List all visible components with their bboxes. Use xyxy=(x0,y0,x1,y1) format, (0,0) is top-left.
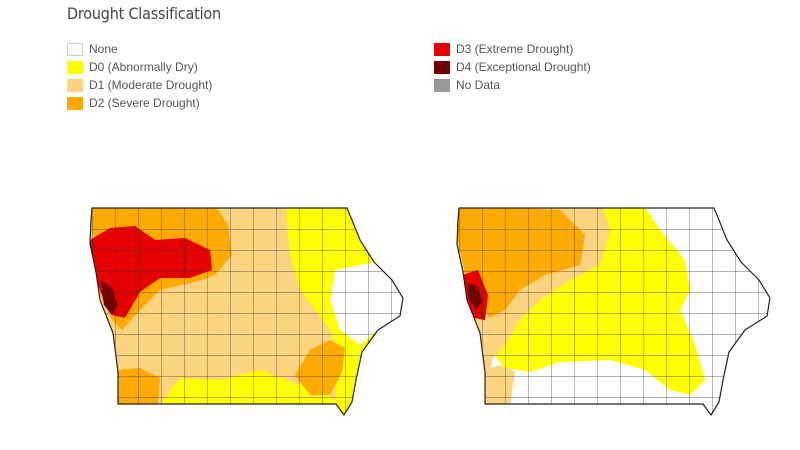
legend-item-d2: D2 (Severe Drought) xyxy=(67,94,212,112)
swatch-d2 xyxy=(67,96,83,110)
right-state-outline xyxy=(456,207,771,417)
legend-label: No Data xyxy=(456,78,501,92)
swatch-nodata xyxy=(434,78,450,92)
legend-item-d1: D1 (Moderate Drought) xyxy=(67,76,212,94)
legend-label: D4 (Exceptional Drought) xyxy=(456,60,591,74)
legend-item-none: None xyxy=(67,40,212,58)
legend-label: D1 (Moderate Drought) xyxy=(89,78,213,92)
legend-item-d4: D4 (Exceptional Drought) xyxy=(434,58,591,76)
legend-column-right: D3 (Extreme Drought) D4 (Exceptional Dro… xyxy=(434,40,591,94)
legend-title: Drought Classification xyxy=(67,4,221,23)
legend-item-nodata: No Data xyxy=(434,76,591,94)
legend-item-d0: D0 (Abnormally Dry) xyxy=(67,58,212,76)
right-county-grid xyxy=(457,208,770,415)
legend-column-left: None D0 (Abnormally Dry) D1 (Moderate Dr… xyxy=(67,40,212,112)
swatch-d4 xyxy=(434,60,450,74)
legend-label: D3 (Extreme Drought) xyxy=(456,42,574,56)
swatch-d1 xyxy=(67,78,83,92)
left-map xyxy=(89,207,404,417)
legend-label: D2 (Severe Drought) xyxy=(89,96,200,110)
legend-item-d3: D3 (Extreme Drought) xyxy=(434,40,591,58)
left-state-outline xyxy=(89,207,404,417)
swatch-d0 xyxy=(67,60,83,74)
swatch-d3 xyxy=(434,42,450,56)
right-map xyxy=(456,207,771,417)
legend-label: None xyxy=(89,42,118,56)
swatch-none xyxy=(67,42,83,56)
legend-label: D0 (Abnormally Dry) xyxy=(89,60,198,74)
left-county-grid xyxy=(90,208,403,415)
